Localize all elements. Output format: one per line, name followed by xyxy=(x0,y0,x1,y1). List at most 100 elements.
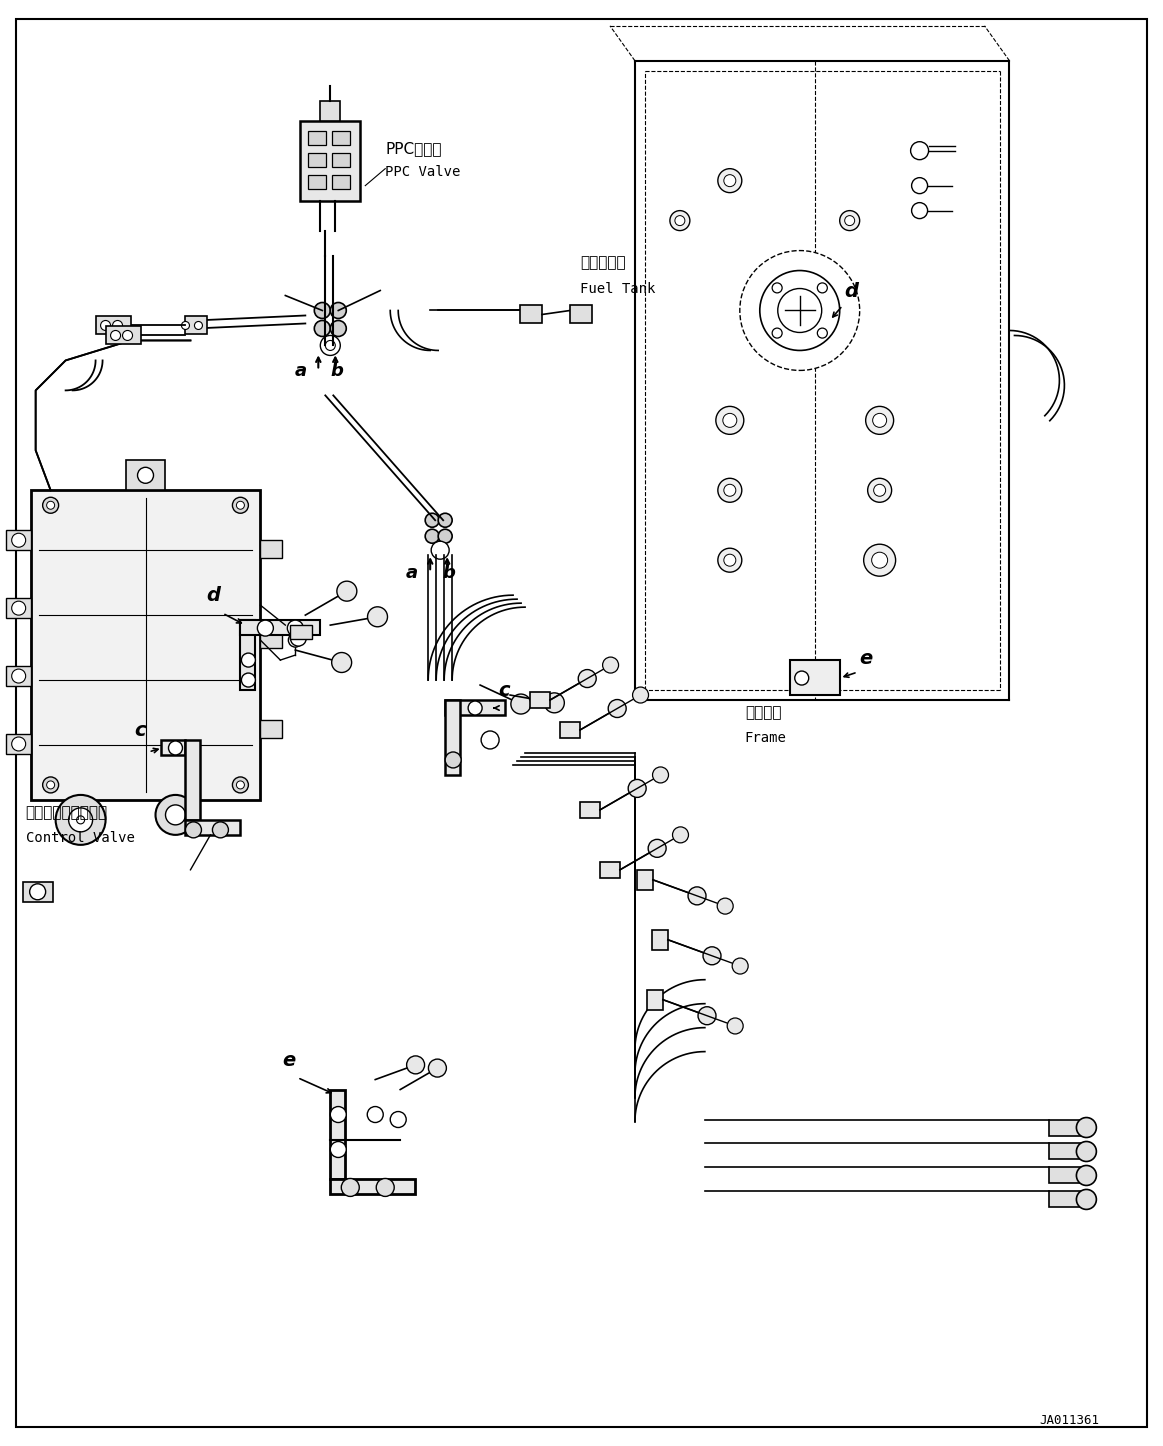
Circle shape xyxy=(169,740,183,755)
Circle shape xyxy=(100,321,110,331)
Circle shape xyxy=(438,513,452,528)
Circle shape xyxy=(30,884,45,899)
Circle shape xyxy=(1077,1141,1097,1161)
Circle shape xyxy=(873,484,886,496)
Bar xyxy=(530,693,550,709)
Bar xyxy=(652,930,668,950)
Circle shape xyxy=(330,1141,347,1157)
Bar xyxy=(561,722,580,737)
Circle shape xyxy=(733,959,748,975)
Text: JA011361: JA011361 xyxy=(1040,1414,1099,1427)
Circle shape xyxy=(718,169,742,192)
Text: Control Valve: Control Valve xyxy=(26,831,135,844)
Text: b: b xyxy=(330,363,343,380)
Circle shape xyxy=(314,321,330,337)
Circle shape xyxy=(1077,1118,1097,1138)
Circle shape xyxy=(481,732,499,749)
Circle shape xyxy=(672,827,688,843)
Circle shape xyxy=(122,331,133,340)
Circle shape xyxy=(330,1106,347,1122)
Circle shape xyxy=(320,335,341,356)
Circle shape xyxy=(288,633,302,648)
Circle shape xyxy=(868,479,892,502)
Bar xyxy=(6,531,30,551)
Circle shape xyxy=(330,302,347,318)
Circle shape xyxy=(47,781,55,790)
Bar xyxy=(6,735,30,753)
Circle shape xyxy=(778,289,822,333)
Circle shape xyxy=(772,328,783,338)
Bar xyxy=(6,667,30,685)
Circle shape xyxy=(43,497,58,513)
Bar xyxy=(291,625,313,639)
Circle shape xyxy=(670,211,690,230)
Circle shape xyxy=(688,886,706,905)
Circle shape xyxy=(718,548,742,573)
Bar xyxy=(320,101,341,120)
Circle shape xyxy=(718,479,742,502)
Circle shape xyxy=(912,202,928,218)
Bar xyxy=(308,130,327,145)
Bar xyxy=(1049,1167,1084,1183)
Bar xyxy=(261,720,283,737)
Circle shape xyxy=(287,620,304,636)
Bar xyxy=(1049,1192,1084,1207)
Bar xyxy=(106,327,141,344)
Circle shape xyxy=(648,839,666,857)
Bar xyxy=(333,130,350,145)
Circle shape xyxy=(236,781,244,790)
Bar xyxy=(308,175,327,188)
Circle shape xyxy=(865,406,893,434)
Polygon shape xyxy=(445,700,505,714)
Circle shape xyxy=(628,779,647,797)
Text: c: c xyxy=(498,681,509,700)
Circle shape xyxy=(1077,1165,1097,1186)
Circle shape xyxy=(469,701,483,714)
Bar xyxy=(1049,1144,1084,1160)
Circle shape xyxy=(110,331,121,340)
Circle shape xyxy=(12,602,26,615)
Bar xyxy=(520,305,542,324)
Polygon shape xyxy=(160,740,185,755)
Polygon shape xyxy=(330,1090,345,1180)
Bar xyxy=(261,541,283,558)
Circle shape xyxy=(213,821,228,837)
Circle shape xyxy=(633,687,649,703)
Text: 燃料タンク: 燃料タンク xyxy=(580,256,626,270)
Circle shape xyxy=(871,552,887,568)
Circle shape xyxy=(723,175,736,187)
Text: e: e xyxy=(859,649,873,668)
Circle shape xyxy=(12,737,26,750)
Circle shape xyxy=(337,581,357,602)
Circle shape xyxy=(723,554,736,567)
Circle shape xyxy=(56,795,106,844)
Bar xyxy=(647,989,663,1009)
Text: PPCバルブ: PPCバルブ xyxy=(385,140,442,156)
Text: d: d xyxy=(206,586,221,604)
Text: PPC Valve: PPC Valve xyxy=(385,165,461,179)
Circle shape xyxy=(608,700,626,717)
Bar xyxy=(637,870,652,889)
Circle shape xyxy=(872,414,886,428)
Circle shape xyxy=(431,541,449,560)
Circle shape xyxy=(156,795,195,834)
Polygon shape xyxy=(241,620,256,690)
Circle shape xyxy=(326,340,335,350)
Circle shape xyxy=(818,328,827,338)
Circle shape xyxy=(181,321,190,330)
Circle shape xyxy=(723,414,737,428)
Bar xyxy=(790,659,840,696)
Circle shape xyxy=(331,652,351,672)
Text: d: d xyxy=(844,282,858,301)
Circle shape xyxy=(675,215,685,226)
Polygon shape xyxy=(330,1180,415,1194)
Circle shape xyxy=(772,283,783,294)
Bar xyxy=(95,317,130,334)
Circle shape xyxy=(43,777,58,792)
Bar xyxy=(600,862,620,878)
Circle shape xyxy=(341,1178,359,1196)
Bar xyxy=(300,120,361,201)
Circle shape xyxy=(77,816,85,824)
Bar xyxy=(308,153,327,166)
Circle shape xyxy=(794,671,808,685)
